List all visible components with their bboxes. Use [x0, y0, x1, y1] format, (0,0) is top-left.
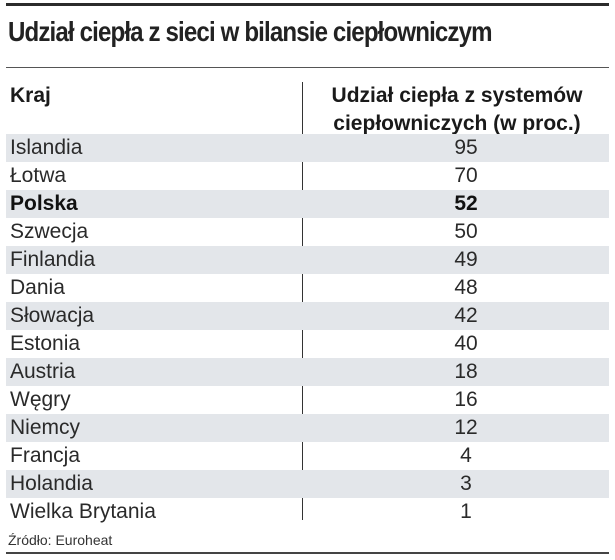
- country-cell: Wielka Brytania: [10, 500, 156, 523]
- table-row: Niemcy 12: [6, 414, 609, 442]
- chart-title: Udział ciepła z sieci w bilansie ciepłow…: [8, 16, 493, 47]
- country-cell: Francja: [10, 444, 81, 467]
- column-header-share: Udział ciepła z systemów ciepłowniczych …: [331, 84, 583, 135]
- country-cell: Dania: [10, 276, 65, 299]
- country-cell: Islandia: [10, 136, 83, 159]
- table-row: Holandia 3: [6, 470, 609, 498]
- table-body: Islandia 95 Łotwa 70 Polska 52 Szwecja 50 Finlan…: [6, 134, 609, 526]
- table-row: Dania 48: [6, 274, 609, 302]
- country-cell: Szwecja: [10, 220, 89, 243]
- country-cell: Austria: [10, 360, 76, 383]
- bottom-rule: [6, 552, 609, 554]
- source-note: Źródło: Euroheat: [8, 532, 113, 548]
- country-cell: Niemcy: [10, 416, 81, 439]
- table-row: Austria 18: [6, 358, 609, 386]
- value-cell: 95: [454, 136, 478, 159]
- country-cell: Słowacja: [10, 304, 95, 327]
- table-row: Węgry 16: [6, 386, 609, 414]
- table-row: Finlandia 49: [6, 246, 609, 274]
- column-header-country: Kraj: [10, 84, 51, 107]
- table-row: Francja 4: [6, 442, 609, 470]
- country-cell: Węgry: [10, 388, 71, 411]
- title-divider: [6, 67, 609, 68]
- value-cell: 18: [454, 360, 478, 383]
- top-rule: [6, 3, 609, 6]
- table-row: Szwecja 50: [6, 218, 609, 246]
- value-cell: 48: [454, 276, 478, 299]
- country-cell: Łotwa: [10, 164, 67, 187]
- value-cell: 70: [454, 164, 478, 187]
- value-cell: 50: [454, 220, 478, 243]
- value-cell: 4: [460, 444, 472, 467]
- country-cell: Polska: [10, 192, 78, 215]
- country-cell: Estonia: [10, 332, 81, 355]
- table-row: Wielka Brytania 1: [6, 498, 609, 526]
- country-cell: Finlandia: [10, 248, 96, 271]
- country-cell: Holandia: [10, 472, 93, 495]
- table-row: Islandia 95: [6, 134, 609, 162]
- table-row: Polska 52: [6, 190, 609, 218]
- table-row: Łotwa 70: [6, 162, 609, 190]
- value-cell: 12: [454, 416, 478, 439]
- column-separator: [302, 82, 303, 520]
- value-cell: 52: [454, 192, 478, 215]
- value-cell: 42: [454, 304, 478, 327]
- table-row: Słowacja 42: [6, 302, 609, 330]
- value-cell: 49: [454, 248, 478, 271]
- value-cell: 3: [460, 472, 472, 495]
- value-cell: 16: [454, 388, 478, 411]
- table-row: Estonia 40: [6, 330, 609, 358]
- value-cell: 40: [454, 332, 478, 355]
- value-cell: 1: [460, 500, 472, 523]
